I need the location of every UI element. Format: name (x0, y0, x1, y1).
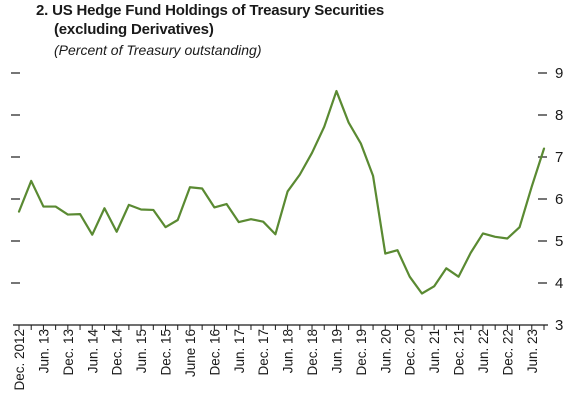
x-tick-label: Jun. 21 (427, 329, 442, 373)
x-tick-label: Dec. 15 (159, 329, 174, 376)
y-tick-label: 3 (555, 317, 563, 334)
x-tick-label: Jun. 17 (232, 329, 247, 373)
x-tick-label: Jun. 23 (525, 329, 540, 373)
x-tick-label: Dec. 13 (61, 329, 76, 376)
x-tick-label: Jun. 13 (36, 329, 51, 373)
y-tick-label: 9 (555, 65, 563, 82)
x-tick-label: Jun. 15 (134, 329, 149, 373)
x-tick-label: Dec. 14 (110, 329, 125, 376)
chart-title: 2. US Hedge Fund Holdings of Treasury Se… (36, 2, 384, 19)
x-tick-label: Dec. 17 (256, 329, 271, 376)
x-tick-label: Jun. 19 (329, 329, 344, 373)
x-tick-label: June 16 (183, 329, 198, 377)
x-tick-label: Dec. 16 (207, 329, 222, 376)
y-tick-label: 7 (555, 149, 563, 166)
x-tick-label: Dec. 22 (500, 329, 515, 376)
y-tick-label: 5 (555, 233, 563, 250)
x-tick-label: Dec. 18 (305, 329, 320, 376)
x-tick-label: Jun. 18 (281, 329, 296, 373)
chart-title-line2: (excluding Derivatives) (54, 21, 214, 38)
y-tick-label: 4 (555, 275, 563, 292)
x-tick-label: Dec. 21 (452, 329, 467, 376)
x-tick-label: Jun. 20 (378, 329, 393, 373)
x-tick-label: Dec. 19 (354, 329, 369, 376)
x-tick-label: Dec. 20 (403, 329, 418, 376)
x-tick-label: Dec. 2012 (12, 329, 27, 391)
series-line (17, 89, 546, 295)
chart-subtitle: (Percent of Treasury outstanding) (54, 42, 262, 58)
x-tick-label: Jun. 14 (85, 329, 100, 374)
y-tick-label: 8 (555, 107, 563, 124)
x-tick-label: Jun. 22 (476, 329, 491, 373)
y-tick-label: 6 (555, 191, 563, 208)
